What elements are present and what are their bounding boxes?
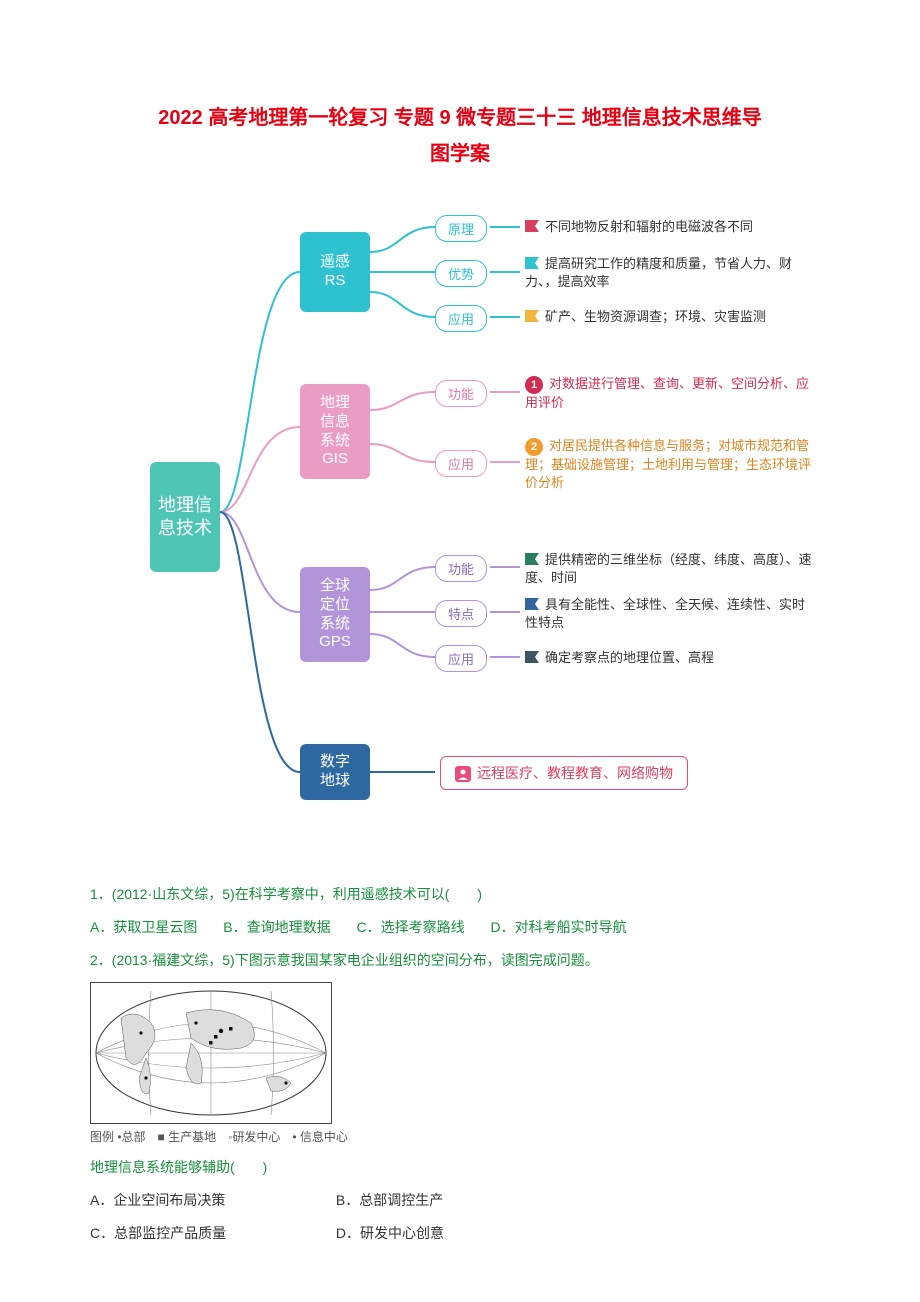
question-2: 2．(2013·福建文综，5)下图示意我国某家电企业组织的空间分布，读图完成问题…: [90, 948, 830, 973]
map-legend: 图例 •总部 ■ 生产基地 ◦研发中心 • 信息中心: [90, 1128, 830, 1145]
rs-apply-text: 矿产、生物资源调查；环境、灾害监测: [525, 308, 825, 326]
gps-feature-text: 具有全能性、全球性、全天候、连续性、实时性特点: [525, 596, 815, 632]
rs-advantage-text: 提高研究工作的精度和质量，节省人力、财力、，提高效率: [525, 255, 815, 291]
root-node: 地理信息技术: [150, 462, 220, 572]
title-line1: 2022 高考地理第一轮复习 专题 9 微专题三十三 地理信息技术思维导: [158, 107, 761, 129]
rs-principle-text: 不同地物反射和辐射的电磁波各不同: [525, 218, 825, 236]
rs-advantage-tag: 优势: [435, 260, 487, 287]
rs-apply-tag: 应用: [435, 305, 487, 332]
q2-options-row2: C．总部监控产品质量 D．研发中心创意: [90, 1221, 830, 1246]
q2-num: 2．(2013·福建文综，5): [90, 952, 235, 968]
gis-func-tag: 功能: [435, 380, 487, 407]
mindmap: 地理信息技术 遥感RS 地理信息系统GIS 全球定位系统GPS 数字地球 原理 …: [90, 192, 830, 852]
gps-apply-tag: 应用: [435, 645, 487, 672]
questions: 1．(2012·山东文综，5)在科学考察中，利用遥感技术可以( ) A．获取卫星…: [90, 882, 830, 1246]
q1-opt-a: A．获取卫星云图: [90, 915, 197, 940]
gps-apply-text: 确定考察点的地理位置、高程: [525, 649, 815, 667]
q1-options: A．获取卫星云图 B．查询地理数据 C．选择考察路线 D．对科考船实时导航: [90, 915, 830, 940]
gps-func-text: 提供精密的三维坐标（经度、纬度、高度）、速度、时间: [525, 551, 815, 587]
node-gps: 全球定位系统GPS: [300, 567, 370, 662]
node-gis: 地理信息系统GIS: [300, 384, 370, 479]
node-de: 数字地球: [300, 744, 370, 800]
q1-opt-b: B．查询地理数据: [223, 915, 330, 940]
title-line2: 图学案: [430, 143, 490, 165]
node-rs: 遥感RS: [300, 232, 370, 312]
page-title: 2022 高考地理第一轮复习 专题 9 微专题三十三 地理信息技术思维导 图学案: [90, 100, 830, 172]
gis-func-text: 1对数据进行管理、查询、更新、空间分析、应用评价: [525, 375, 815, 412]
question-1: 1．(2012·山东文综，5)在科学考察中，利用遥感技术可以( ): [90, 882, 830, 907]
gps-feature-tag: 特点: [435, 600, 487, 627]
rs-principle-tag: 原理: [435, 215, 487, 242]
world-map-figure: [90, 982, 332, 1124]
de-text: 远程医疗、教程教育、网络购物: [440, 756, 688, 790]
q2-opt-c: C．总部监控产品质量: [90, 1221, 310, 1246]
q2-options-row1: A．企业空间布局决策 B．总部调控生产: [90, 1188, 830, 1213]
q2-opt-a: A．企业空间布局决策: [90, 1188, 310, 1213]
gis-apply-text: 2对居民提供各种信息与服务；对城市规范和管理；基础设施管理；土地利用与管理；生态…: [525, 437, 815, 492]
q1-opt-c: C．选择考察路线: [356, 915, 464, 940]
gis-apply-tag: 应用: [435, 450, 487, 477]
q2-stem: 地理信息系统能够辅助( ): [90, 1155, 830, 1180]
q2-opt-b: B．总部调控生产: [336, 1188, 443, 1213]
q1-num: 1．(2012·山东文综，5): [90, 886, 235, 902]
q2-opt-d: D．研发中心创意: [336, 1221, 444, 1246]
gps-func-tag: 功能: [435, 555, 487, 582]
q1-opt-d: D．对科考船实时导航: [490, 915, 626, 940]
